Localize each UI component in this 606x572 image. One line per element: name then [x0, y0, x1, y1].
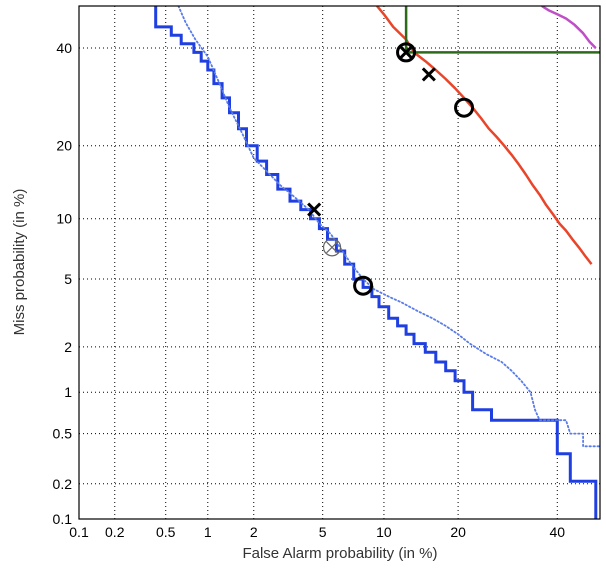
x-tick-label-3: 1	[204, 524, 212, 540]
plot-background	[79, 6, 600, 519]
marker-circled-x-2	[322, 238, 342, 257]
marker-x-4	[421, 67, 436, 82]
y-tick-label-7: 20	[56, 138, 72, 154]
y-tick-label-4: 2	[64, 339, 72, 355]
marker-x-0	[307, 202, 322, 217]
y-tick-label-3: 1	[64, 384, 72, 400]
grid-lines	[79, 6, 600, 519]
y-tick-label-8: 40	[56, 40, 72, 56]
y-tick-label-5: 5	[64, 271, 72, 287]
marker-circled-x-3	[396, 42, 417, 63]
plot-frame	[78, 5, 601, 520]
series-line-3	[541, 6, 597, 49]
x-tick-label-7: 20	[450, 524, 466, 540]
x-tick-label-6: 10	[376, 524, 392, 540]
x-axis-title: False Alarm probability (in %)	[242, 545, 437, 562]
x-tick-label-0: 0.1	[69, 524, 89, 540]
y-tick-labels: 0.1 0.2 0.5 1 2 5 10 20 40	[53, 40, 73, 527]
marker-circle-1	[353, 275, 374, 296]
y-tick-label-1: 0.2	[53, 476, 73, 492]
x-tick-labels: 0.1 0.2 0.5 1 2 5 10 20 40	[69, 524, 565, 540]
series-line-2	[376, 6, 593, 265]
y-tick-label-6: 10	[56, 211, 72, 227]
x-tick-label-8: 40	[549, 524, 565, 540]
x-tick-label-1: 0.2	[105, 524, 125, 540]
series-line-0	[154, 6, 598, 519]
y-tick-label-0: 0.1	[53, 511, 73, 527]
y-tick-label-2: 0.5	[53, 426, 73, 442]
series-line-1	[177, 6, 600, 448]
marker-group	[307, 42, 475, 296]
x-tick-label-5: 5	[319, 524, 327, 540]
x-tick-label-2: 0.5	[156, 524, 176, 540]
y-axis-title: Miss probability (in %)	[11, 189, 28, 336]
marker-circle-5	[454, 97, 475, 118]
x-tick-label-4: 2	[250, 524, 258, 540]
